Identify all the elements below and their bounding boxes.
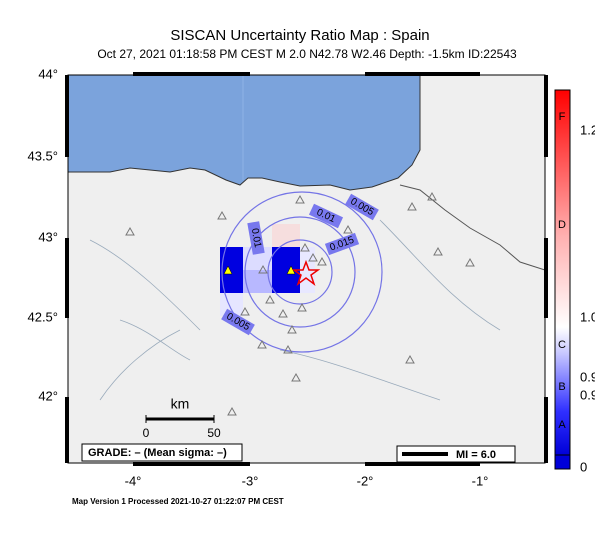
grade-label: D — [558, 219, 566, 231]
contour-value: 0.01 — [249, 227, 263, 249]
colorbar-labels: F D C B A 1.2 1.0 0.9 0.9 0 — [558, 111, 595, 475]
footer: Map Version 1 Processed 2021-10-27 01:22… — [72, 497, 284, 506]
scale-end: 50 — [207, 426, 221, 440]
lat-label: 42.5° — [27, 309, 58, 324]
lat-label: 44° — [38, 66, 58, 81]
legend-box — [396, 445, 516, 463]
colorbar — [554, 89, 571, 456]
lat-label: 43° — [38, 229, 58, 244]
lat-label: 42° — [38, 388, 58, 403]
colorbar-tick: 0.9 — [580, 369, 595, 384]
colorbar-floor — [554, 454, 571, 470]
scale-unit: km — [171, 396, 190, 412]
cell — [243, 247, 272, 270]
grade-label: C — [558, 339, 566, 351]
station — [240, 306, 250, 316]
grade-label: F — [559, 111, 566, 123]
colorbar-tick: 1.2 — [580, 122, 595, 137]
contour-label: 0.01 — [247, 221, 265, 255]
label-bg — [221, 308, 255, 336]
station — [257, 339, 267, 349]
lon-labels: -4° -3° -2° -1° — [125, 473, 489, 488]
station — [295, 194, 305, 204]
border — [399, 184, 545, 271]
epicenter — [291, 259, 321, 287]
cell — [220, 293, 243, 316]
colorbar-tick: 1.0 — [580, 309, 595, 324]
contours — [221, 191, 383, 353]
subtitle: Oct 27, 2021 01:18:58 PM CEST M 2.0 N42.… — [97, 47, 517, 61]
station — [291, 372, 301, 382]
label-bg — [247, 221, 265, 255]
rivers — [89, 219, 501, 401]
label-bg — [308, 203, 344, 229]
station — [308, 252, 318, 262]
grade-box — [81, 443, 243, 462]
lon-label: -4° — [125, 473, 142, 488]
sea — [68, 75, 421, 191]
station — [265, 294, 275, 304]
station — [227, 406, 237, 416]
cell — [220, 247, 243, 293]
station — [217, 210, 227, 220]
colorbar-tick: 0.9 — [580, 387, 595, 402]
lon-label: -1° — [472, 473, 489, 488]
grade-label: A — [558, 419, 566, 431]
station — [343, 224, 353, 234]
colorbar-tick: 0 — [580, 459, 587, 474]
lon-label: -3° — [242, 473, 259, 488]
station-marker — [223, 265, 233, 275]
station — [300, 242, 310, 252]
station — [125, 226, 135, 236]
title: SISCAN Uncertainty Ratio Map : Spain — [170, 27, 429, 44]
lat-label: 43.5° — [27, 148, 58, 163]
station — [317, 256, 327, 266]
cell — [243, 270, 272, 293]
lon-label: -2° — [357, 473, 374, 488]
station — [278, 308, 288, 318]
station — [465, 257, 475, 267]
station — [258, 264, 268, 274]
legend-text: MI = 6.0 — [456, 449, 496, 461]
label-bg — [324, 232, 360, 256]
grade: GRADE: – (Mean sigma: –) — [88, 447, 227, 459]
frame-bars — [65, 72, 548, 466]
station — [427, 191, 437, 201]
station — [407, 201, 417, 211]
lat-labels: 44° 43.5° 43° 42.5° 42° — [27, 66, 58, 403]
scale-start: 0 — [143, 426, 150, 440]
station — [297, 302, 307, 312]
station — [405, 354, 415, 364]
grade-label: B — [558, 381, 565, 393]
stations — [125, 191, 475, 416]
label-bg — [345, 193, 379, 221]
station — [287, 324, 297, 334]
station — [283, 344, 293, 354]
station — [433, 246, 443, 256]
